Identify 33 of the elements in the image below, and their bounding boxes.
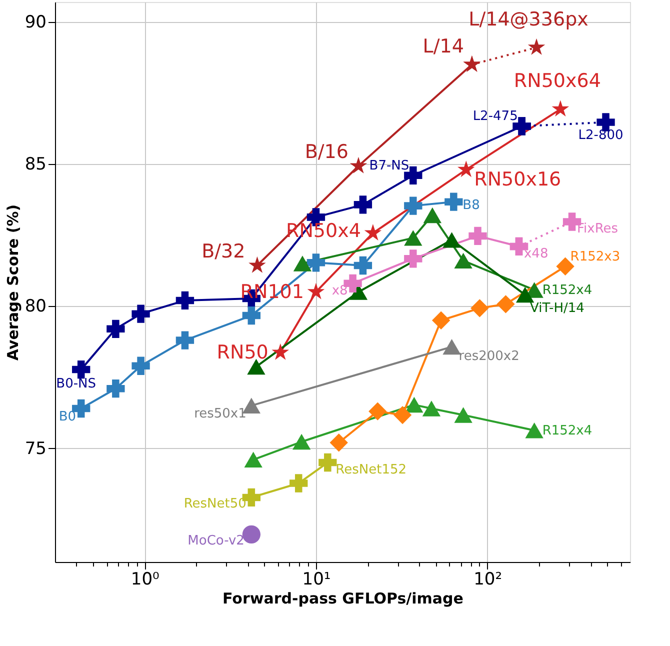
annotation: L2-475 (472, 109, 518, 124)
y-axis-title: Average Score (%) (4, 204, 22, 361)
y-tick-label: 85 (24, 154, 46, 175)
annotation: L/14@336px (468, 8, 588, 30)
annotation: R152x3 (570, 249, 620, 264)
annotation: B/32 (202, 240, 246, 263)
annotation: FixRes (577, 222, 618, 237)
annotation: RN50 (216, 341, 268, 364)
annotation: B0 (58, 409, 76, 424)
y-tick-label: 90 (24, 12, 46, 32)
y-tick-label: 80 (24, 296, 46, 317)
annotation: x48 (524, 246, 548, 262)
annotation: L/14 (422, 36, 464, 58)
annotation: ResNet50 (184, 496, 246, 512)
annotation: R152x4 (542, 282, 592, 298)
annotation: L2-800 (578, 128, 624, 144)
annotation: R152x4 (542, 423, 592, 438)
annotation: RN50x16 (474, 168, 562, 191)
x-tick-label: 10² (474, 570, 502, 590)
annotation: res200x2 (458, 348, 520, 364)
annotation: RN50x64 (514, 70, 601, 92)
x-tick-label: 10⁰ (130, 570, 160, 590)
annotation: B/16 (304, 141, 348, 164)
annotation: ResNet152 (336, 462, 407, 478)
annotation: B8 (462, 198, 480, 213)
annotation: B7-NS (369, 158, 410, 174)
x-axis-title: Forward-pass GFLOPs/image (222, 590, 464, 608)
annotation: MoCo-v2 (188, 533, 244, 548)
annotation: ViT-H/14 (530, 300, 584, 316)
x-tick-label: 10¹ (302, 570, 331, 590)
annotation: B0-NS (56, 376, 96, 392)
y-tick-label: 75 (24, 438, 46, 459)
annotation: res50x1 (194, 406, 246, 422)
